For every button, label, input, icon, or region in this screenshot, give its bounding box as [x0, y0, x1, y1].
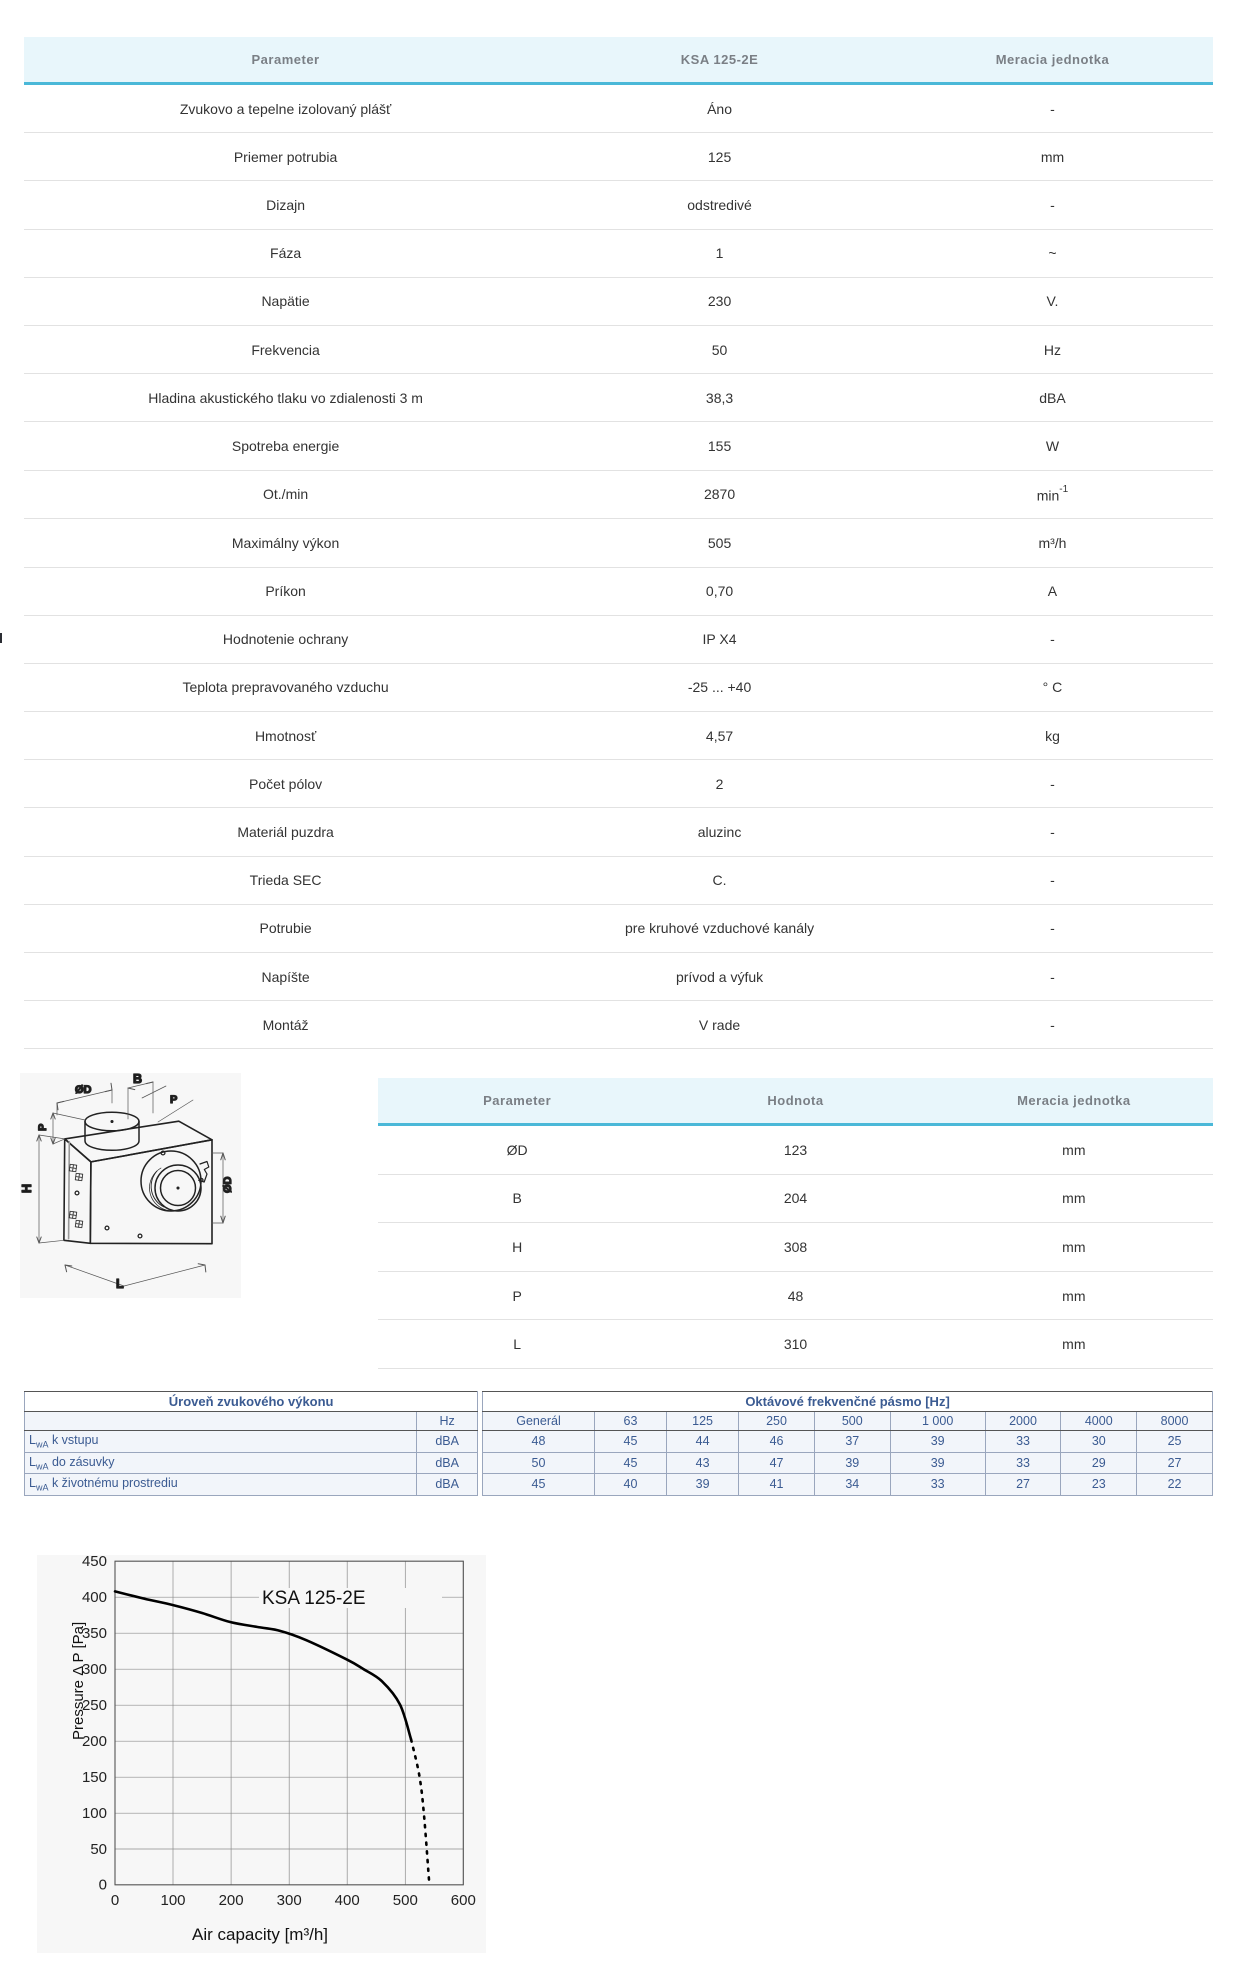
svg-text:400: 400 — [335, 1892, 360, 1909]
svg-text:B: B — [133, 1073, 142, 1086]
svg-text:0: 0 — [111, 1892, 119, 1909]
svg-text:300: 300 — [277, 1892, 302, 1909]
svg-text:500: 500 — [393, 1892, 418, 1909]
svg-text:200: 200 — [219, 1892, 244, 1909]
svg-text:Air capacity [m³/h]: Air capacity [m³/h] — [192, 1925, 328, 1944]
svg-text:L: L — [116, 1277, 124, 1291]
svg-text:400: 400 — [82, 1589, 107, 1606]
svg-text:Pressure Δ P [Pa]: Pressure Δ P [Pa] — [70, 1622, 87, 1740]
svg-text:0: 0 — [99, 1877, 107, 1894]
svg-text:P: P — [170, 1094, 177, 1106]
svg-text:100: 100 — [160, 1892, 185, 1909]
svg-text:50: 50 — [90, 1841, 107, 1858]
svg-text:150: 150 — [82, 1769, 107, 1786]
svg-text:100: 100 — [82, 1805, 107, 1822]
svg-text:450: 450 — [82, 1555, 107, 1570]
svg-text:P: P — [37, 1124, 49, 1131]
svg-text:H: H — [20, 1184, 34, 1193]
svg-text:KSA 125-2E: KSA 125-2E — [262, 1588, 366, 1609]
svg-text:ØD: ØD — [222, 1176, 234, 1193]
svg-text:ØD: ØD — [75, 1084, 92, 1096]
svg-text:600: 600 — [451, 1892, 476, 1909]
